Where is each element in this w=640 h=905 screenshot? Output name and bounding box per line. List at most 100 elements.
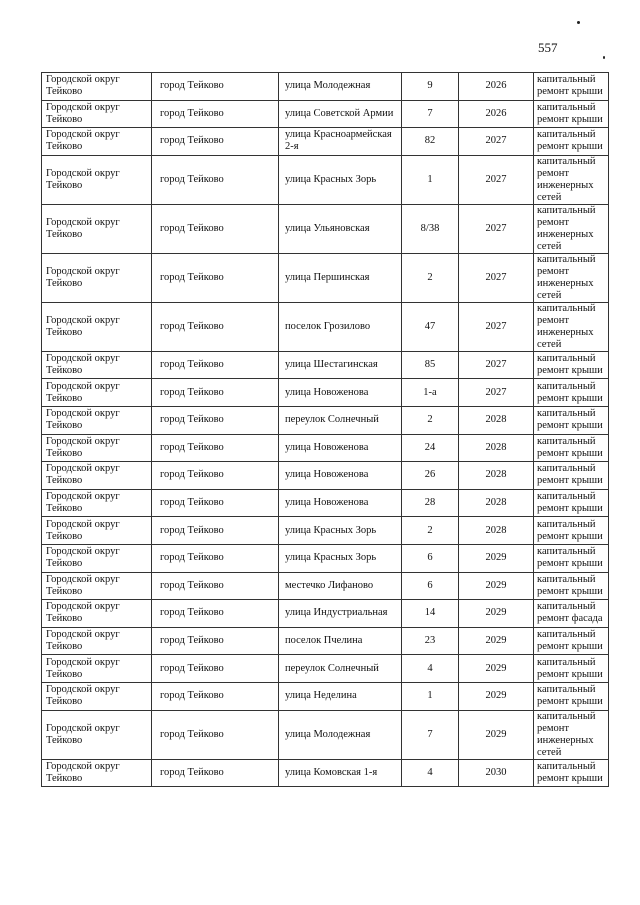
house-number-cell: 4 — [401, 758, 459, 788]
table-row: Городской округ Тейково город Тейково улиц… — [41, 203, 609, 254]
city-cell: город Тейково — [151, 488, 279, 518]
work-type-cell: капитальный ремонт крыши — [533, 488, 609, 518]
house-number-cell: 47 — [401, 301, 459, 352]
scan-speck — [577, 21, 580, 24]
year-cell: 2029 — [458, 571, 534, 601]
street-cell: улица Советской Армии — [278, 99, 402, 129]
scan-speck — [603, 56, 605, 59]
table-row: Городской округ Тейково город Тейково улиц… — [41, 543, 609, 573]
table-row: Городской округ Тейково город Тейково улиц… — [41, 378, 609, 407]
street-cell: улица Красных Зорь — [278, 543, 402, 573]
city-cell: город Тейково — [151, 252, 279, 303]
district-cell: Городской округ Тейково — [41, 405, 152, 435]
street-cell: переулок Солнечный — [278, 654, 402, 683]
street-cell: поселок Грозилово — [278, 301, 402, 352]
district-cell: Городской округ Тейково — [41, 350, 152, 380]
house-number-cell: 14 — [401, 599, 459, 628]
table-row: Городской округ Тейково город Тейково улиц… — [41, 350, 609, 380]
street-cell: местечко Лифаново — [278, 571, 402, 601]
city-cell: город Тейково — [151, 709, 279, 760]
work-type-cell: капитальный ремонт крыши — [533, 405, 609, 435]
district-cell: Городской округ Тейково — [41, 203, 152, 254]
house-number-cell: 85 — [401, 350, 459, 380]
district-cell: Городской округ Тейково — [41, 654, 152, 683]
street-cell: переулок Солнечный — [278, 405, 402, 435]
district-cell: Городской округ Тейково — [41, 433, 152, 463]
house-number-cell: 9 — [401, 72, 459, 101]
table-row: Городской округ Тейково город Тейково мест… — [41, 571, 609, 601]
table-row: Городской округ Тейково город Тейково посе… — [41, 626, 609, 656]
house-number-cell: 1 — [401, 154, 459, 205]
work-type-cell: капитальный ремонт крыши — [533, 758, 609, 788]
street-cell: улица Новоженова — [278, 433, 402, 463]
house-number-cell: 2 — [401, 405, 459, 435]
street-cell: улица Новоженова — [278, 461, 402, 490]
house-number-cell: 26 — [401, 461, 459, 490]
district-cell: Городской округ Тейково — [41, 461, 152, 490]
street-cell: улица Новоженова — [278, 378, 402, 407]
year-cell: 2029 — [458, 599, 534, 628]
city-cell: город Тейково — [151, 405, 279, 435]
street-cell: улица Красных Зорь — [278, 154, 402, 205]
table-row: Городской округ Тейково город Тейково улиц… — [41, 758, 609, 788]
work-type-cell: капитальный ремонт крыши — [533, 681, 609, 711]
year-cell: 2030 — [458, 758, 534, 788]
district-cell: Городской округ Тейково — [41, 301, 152, 352]
district-cell: Городской округ Тейково — [41, 626, 152, 656]
district-cell: Городской округ Тейково — [41, 252, 152, 303]
work-type-cell: капитальный ремонт крыши — [533, 433, 609, 463]
street-cell: улица Молодежная — [278, 72, 402, 101]
street-cell: улица Неделина — [278, 681, 402, 711]
year-cell: 2028 — [458, 488, 534, 518]
district-cell: Городской округ Тейково — [41, 543, 152, 573]
district-cell: Городской округ Тейково — [41, 571, 152, 601]
table-row: Городской округ Тейково город Тейково улиц… — [41, 72, 609, 101]
page-number: 557 — [538, 40, 558, 55]
street-cell: улица Шестагинская — [278, 350, 402, 380]
year-cell: 2027 — [458, 252, 534, 303]
year-cell: 2029 — [458, 626, 534, 656]
work-type-cell: капитальный ремонт крыши — [533, 626, 609, 656]
work-type-cell: капитальный ремонт крыши — [533, 72, 609, 101]
year-cell: 2027 — [458, 203, 534, 254]
work-type-cell: капитальный ремонт фасада — [533, 599, 609, 628]
district-cell: Городской округ Тейково — [41, 127, 152, 156]
table-row: Городской округ Тейково город Тейково пере… — [41, 405, 609, 435]
repair-schedule-table: Городской округ Тейково город Тейково улиц… — [41, 72, 609, 788]
district-cell: Городской округ Тейково — [41, 99, 152, 129]
street-cell: улица Комовская 1-я — [278, 758, 402, 788]
house-number-cell: 7 — [401, 709, 459, 760]
district-cell: Городской округ Тейково — [41, 154, 152, 205]
year-cell: 2026 — [458, 99, 534, 129]
year-cell: 2028 — [458, 433, 534, 463]
table-row: Городской округ Тейково город Тейково улиц… — [41, 681, 609, 711]
city-cell: город Тейково — [151, 378, 279, 407]
year-cell: 2027 — [458, 301, 534, 352]
street-cell: улица Новоженова — [278, 488, 402, 518]
house-number-cell: 7 — [401, 99, 459, 129]
city-cell: город Тейково — [151, 758, 279, 788]
house-number-cell: 4 — [401, 654, 459, 683]
year-cell: 2026 — [458, 72, 534, 101]
house-number-cell: 8/38 — [401, 203, 459, 254]
table-row: Городской округ Тейково город Тейково пере… — [41, 654, 609, 683]
district-cell: Городской округ Тейково — [41, 681, 152, 711]
city-cell: город Тейково — [151, 681, 279, 711]
table-row: Городской округ Тейково город Тейково улиц… — [41, 516, 609, 545]
city-cell: город Тейково — [151, 599, 279, 628]
table-row: Городской округ Тейково город Тейково улиц… — [41, 488, 609, 518]
house-number-cell: 24 — [401, 433, 459, 463]
city-cell: город Тейково — [151, 72, 279, 101]
city-cell: город Тейково — [151, 654, 279, 683]
work-type-cell: капитальный ремонт инженерных сетей — [533, 252, 609, 303]
district-cell: Городской округ Тейково — [41, 709, 152, 760]
work-type-cell: капитальный ремонт крыши — [533, 516, 609, 545]
table-row: Городской округ Тейково город Тейково улиц… — [41, 433, 609, 463]
work-type-cell: капитальный ремонт крыши — [533, 571, 609, 601]
work-type-cell: капитальный ремонт инженерных сетей — [533, 154, 609, 205]
house-number-cell: 82 — [401, 127, 459, 156]
year-cell: 2027 — [458, 378, 534, 407]
work-type-cell: капитальный ремонт крыши — [533, 654, 609, 683]
district-cell: Городской округ Тейково — [41, 378, 152, 407]
house-number-cell: 6 — [401, 571, 459, 601]
